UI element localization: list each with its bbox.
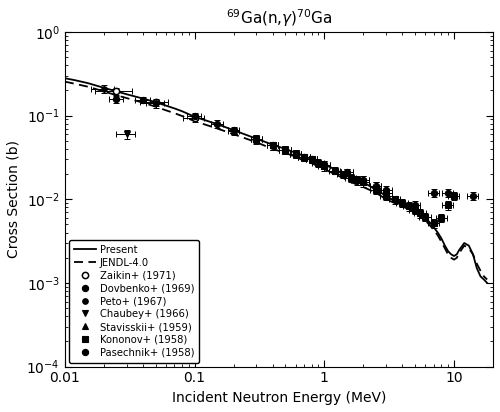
Dovbenko+ (1969) bbox=[270, 143, 276, 148]
Dovbenko+ (1969) bbox=[308, 157, 314, 162]
Kononov+ (1958) bbox=[322, 164, 328, 169]
Kononov+ (1958) bbox=[282, 147, 288, 152]
Dovbenko+ (1969) bbox=[383, 190, 389, 195]
Line: Peto+ (1967): Peto+ (1967) bbox=[101, 86, 158, 106]
Kononov+ (1958) bbox=[354, 178, 360, 183]
Stavisskii+ (1959) bbox=[308, 157, 314, 162]
Present bbox=[484, 281, 490, 286]
Dovbenko+ (1969) bbox=[254, 136, 260, 141]
Stavisskii+ (1959) bbox=[322, 162, 328, 167]
Zaikin+ (1971) bbox=[192, 115, 198, 120]
JENDL-4.0 bbox=[192, 119, 198, 124]
Kononov+ (1958) bbox=[373, 187, 379, 192]
Stavisskii+ (1959) bbox=[383, 190, 389, 195]
Stavisskii+ (1959) bbox=[360, 178, 366, 183]
Pasechnik+ (1958) bbox=[412, 203, 418, 208]
Kononov+ (1958) bbox=[445, 203, 451, 208]
Kononov+ (1958) bbox=[348, 176, 354, 180]
Line: Zaikin+ (1971): Zaikin+ (1971) bbox=[114, 88, 198, 121]
Present bbox=[422, 215, 428, 220]
Kononov+ (1958) bbox=[301, 154, 307, 159]
Kononov+ (1958) bbox=[254, 137, 260, 142]
Zaikin+ (1971) bbox=[152, 100, 158, 105]
Kononov+ (1958) bbox=[422, 214, 428, 219]
Line: Pasechnik+ (1958): Pasechnik+ (1958) bbox=[383, 187, 476, 208]
Kononov+ (1958) bbox=[392, 197, 398, 202]
Title: $^{69}$Ga(n,$\gamma$)$^{70}$Ga: $^{69}$Ga(n,$\gamma$)$^{70}$Ga bbox=[226, 7, 332, 29]
JENDL-4.0 bbox=[62, 79, 68, 84]
Kononov+ (1958) bbox=[451, 193, 457, 198]
Stavisskii+ (1959) bbox=[254, 137, 260, 142]
Stavisskii+ (1959) bbox=[292, 151, 298, 156]
Kononov+ (1958) bbox=[308, 157, 314, 162]
Stavisskii+ (1959) bbox=[282, 147, 288, 152]
Dovbenko+ (1969) bbox=[114, 96, 119, 101]
Present bbox=[435, 230, 441, 235]
Present bbox=[282, 146, 288, 151]
JENDL-4.0 bbox=[422, 218, 428, 223]
Kononov+ (1958) bbox=[400, 201, 406, 206]
Dovbenko+ (1969) bbox=[301, 154, 307, 159]
Dovbenko+ (1969) bbox=[140, 97, 146, 102]
Dovbenko+ (1969) bbox=[214, 121, 220, 126]
Kononov+ (1958) bbox=[332, 168, 338, 173]
Stavisskii+ (1959) bbox=[373, 183, 379, 188]
Kononov+ (1958) bbox=[270, 143, 276, 148]
Peto+ (1967) bbox=[101, 86, 107, 91]
Present bbox=[270, 142, 276, 147]
Pasechnik+ (1958) bbox=[445, 190, 451, 195]
Line: Present: Present bbox=[65, 78, 487, 283]
Kononov+ (1958) bbox=[292, 151, 298, 156]
JENDL-4.0 bbox=[270, 146, 276, 151]
Dovbenko+ (1969) bbox=[344, 170, 350, 175]
Line: Kononov+ (1958): Kononov+ (1958) bbox=[254, 137, 457, 226]
JENDL-4.0 bbox=[282, 150, 288, 155]
Line: JENDL-4.0: JENDL-4.0 bbox=[65, 82, 487, 279]
Pasechnik+ (1958) bbox=[431, 190, 437, 195]
Dovbenko+ (1969) bbox=[322, 162, 328, 167]
Dovbenko+ (1969) bbox=[230, 128, 236, 133]
JENDL-4.0 bbox=[435, 233, 441, 238]
Present bbox=[481, 277, 487, 282]
Kononov+ (1958) bbox=[412, 207, 418, 212]
Stavisskii+ (1959) bbox=[301, 154, 307, 159]
Stavisskii+ (1959) bbox=[230, 129, 236, 134]
Dovbenko+ (1969) bbox=[373, 183, 379, 188]
Kononov+ (1958) bbox=[316, 161, 322, 166]
Line: Dovbenko+ (1969): Dovbenko+ (1969) bbox=[114, 96, 390, 196]
Pasechnik+ (1958) bbox=[470, 193, 476, 198]
Kononov+ (1958) bbox=[383, 193, 389, 198]
Kononov+ (1958) bbox=[438, 215, 444, 220]
Dovbenko+ (1969) bbox=[292, 151, 298, 156]
Stavisskii+ (1959) bbox=[344, 170, 350, 175]
Present bbox=[192, 114, 198, 119]
JENDL-4.0 bbox=[484, 277, 490, 282]
Line: Stavisskii+ (1959): Stavisskii+ (1959) bbox=[230, 128, 390, 196]
X-axis label: Incident Neutron Energy (MeV): Incident Neutron Energy (MeV) bbox=[172, 391, 386, 405]
JENDL-4.0 bbox=[481, 274, 487, 279]
Present bbox=[62, 76, 68, 81]
Kononov+ (1958) bbox=[360, 180, 366, 185]
Zaikin+ (1971) bbox=[114, 89, 119, 94]
Stavisskii+ (1959) bbox=[270, 143, 276, 148]
Peto+ (1967) bbox=[152, 101, 158, 106]
Y-axis label: Cross Section (b): Cross Section (b) bbox=[7, 140, 21, 258]
Dovbenko+ (1969) bbox=[192, 114, 198, 119]
Kononov+ (1958) bbox=[431, 220, 437, 225]
Kononov+ (1958) bbox=[340, 172, 346, 177]
Pasechnik+ (1958) bbox=[383, 187, 389, 192]
Kononov+ (1958) bbox=[406, 204, 412, 208]
Dovbenko+ (1969) bbox=[282, 147, 288, 152]
Legend: Present, JENDL-4.0, Zaikin+ (1971), Dovbenko+ (1969), Peto+ (1967), Chaubey+ (19: Present, JENDL-4.0, Zaikin+ (1971), Dovb… bbox=[69, 240, 200, 363]
Dovbenko+ (1969) bbox=[360, 178, 366, 183]
Kononov+ (1958) bbox=[418, 211, 424, 216]
